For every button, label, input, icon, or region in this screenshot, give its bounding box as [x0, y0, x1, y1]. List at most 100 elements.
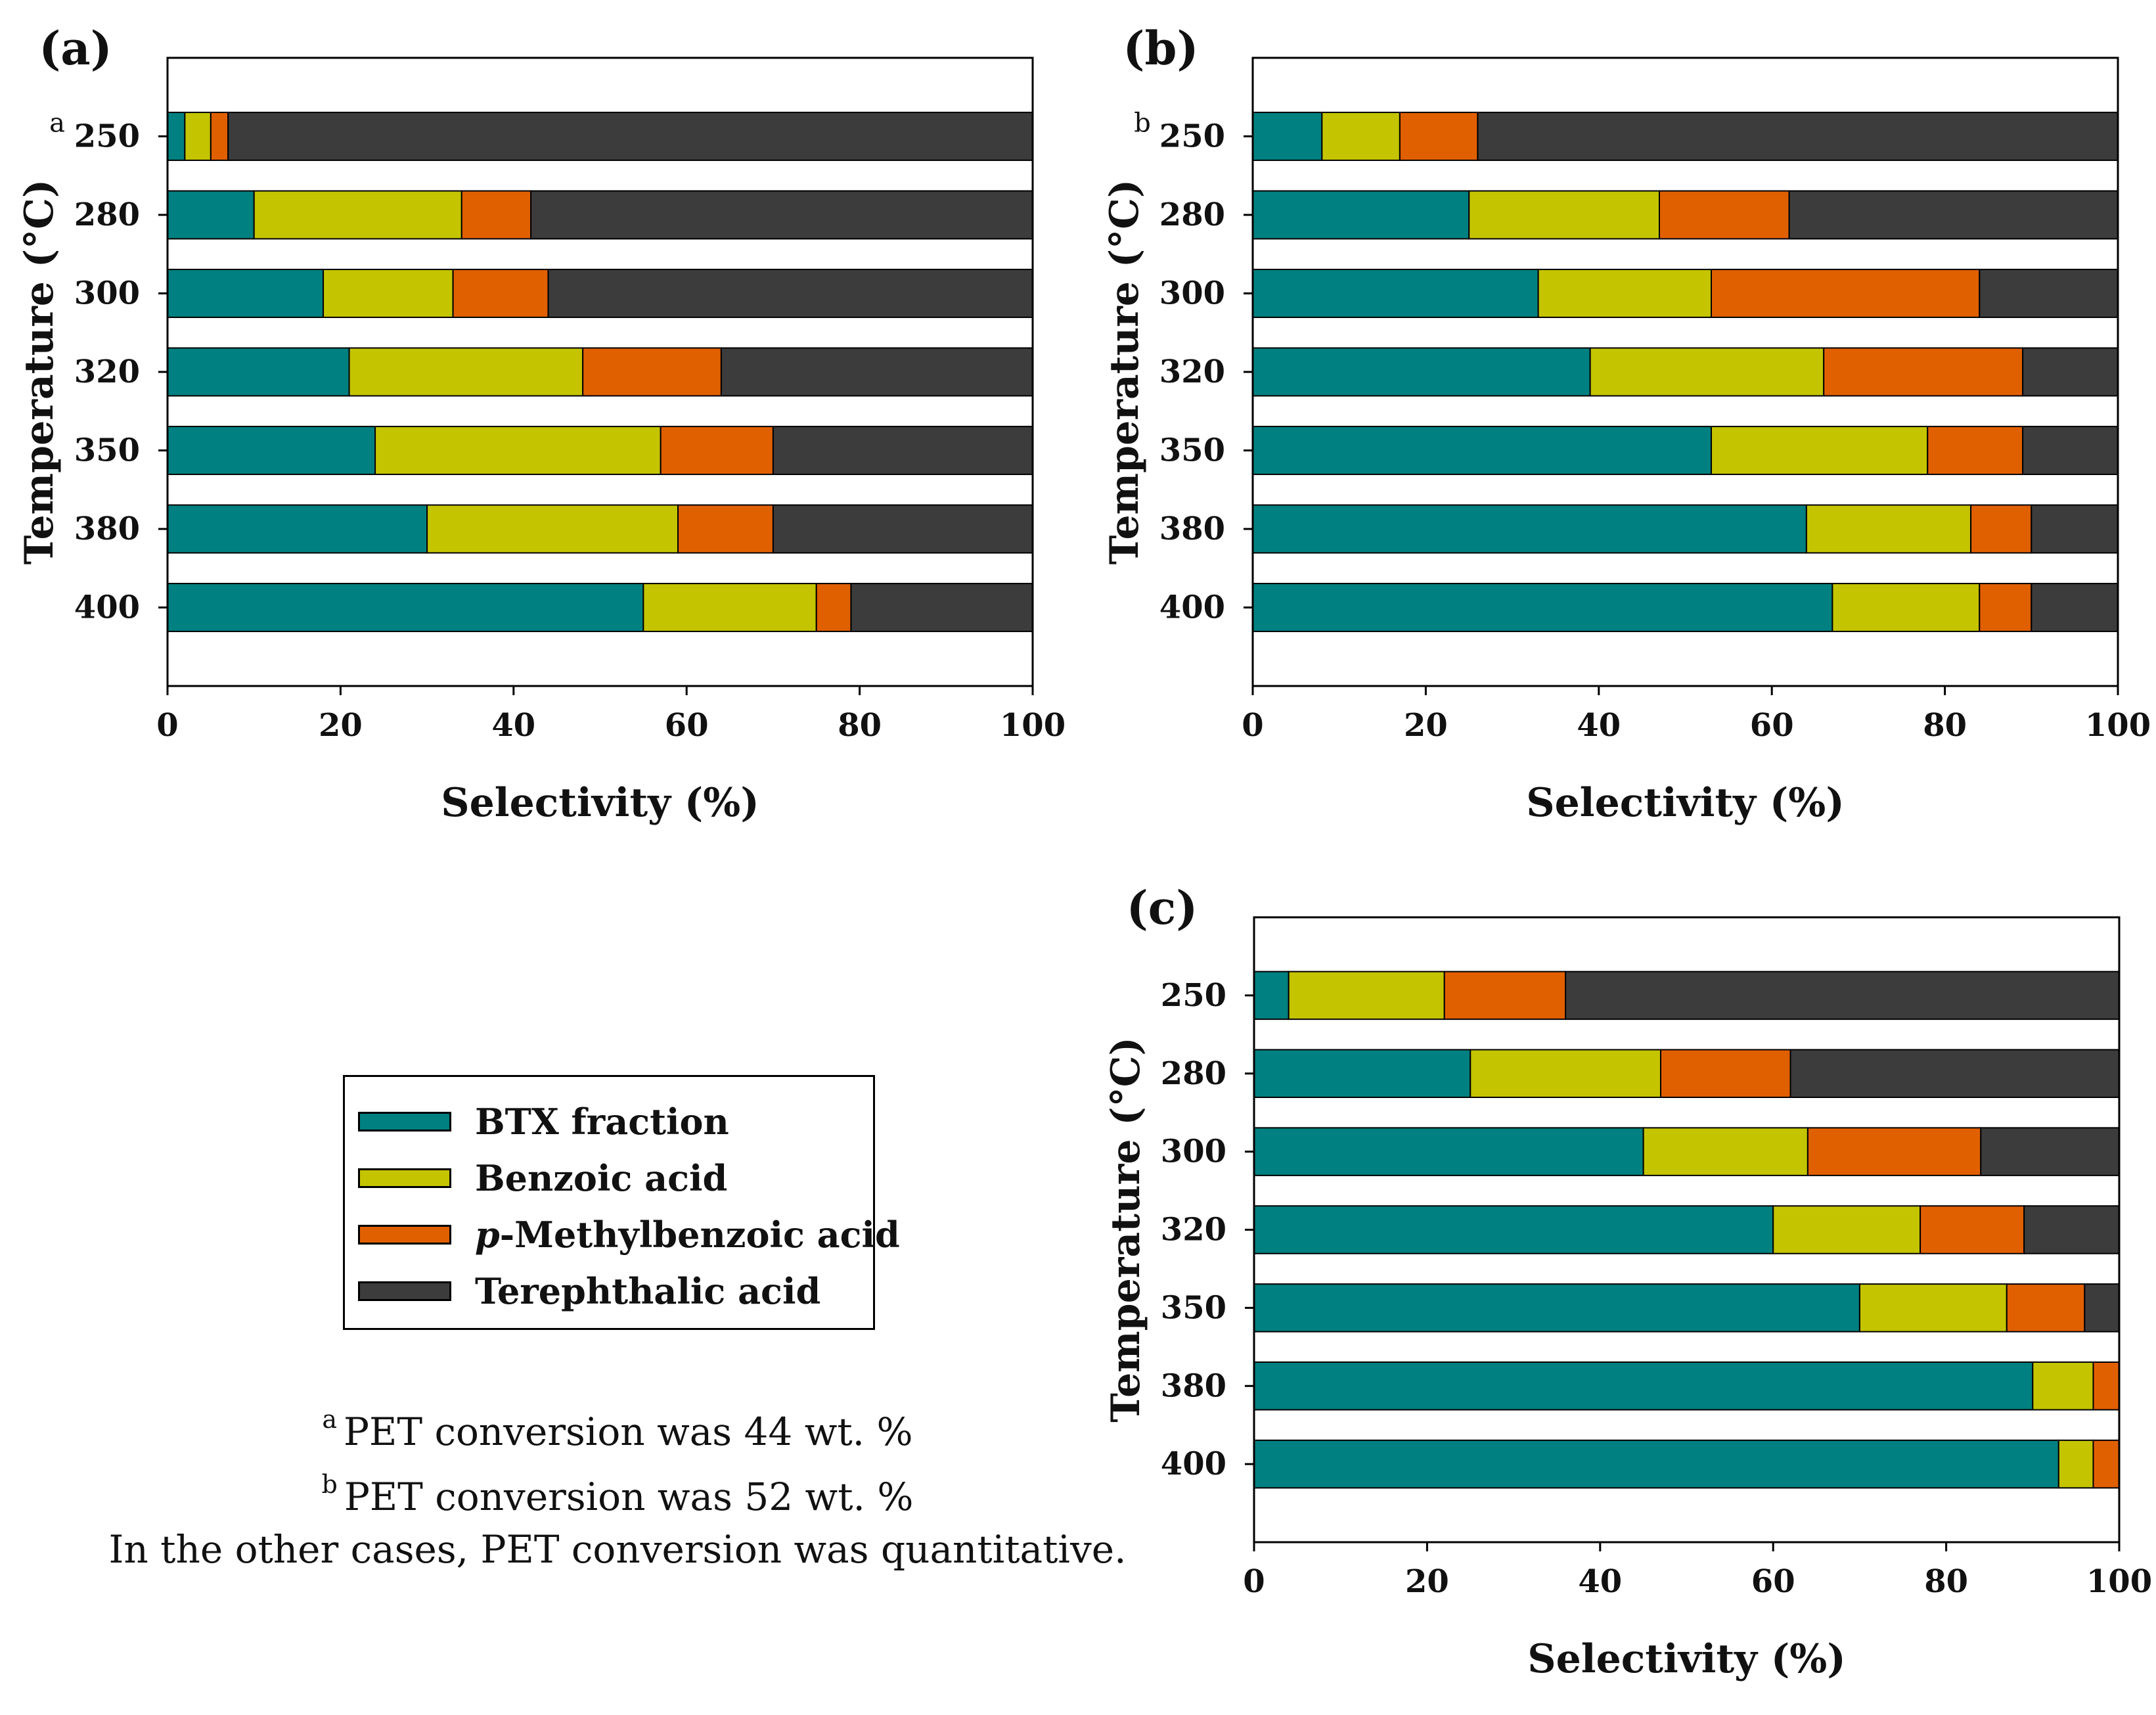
bar-b-380-series3	[2031, 504, 2119, 554]
bar-b-350-series1	[1711, 426, 1929, 475]
bar-c-320-series1	[1772, 1205, 1921, 1254]
xtick-label-b-0: 0	[1242, 707, 1263, 744]
yaxis-title-c: Temperature (°C)	[1103, 1037, 1149, 1423]
bar-b-380-series2	[1970, 504, 2032, 554]
bar-c-380-series0	[1253, 1361, 2034, 1411]
bar-c-280-series0	[1253, 1049, 1471, 1099]
bar-a-300-series1	[323, 269, 454, 318]
bar-b-300-series1	[1537, 269, 1713, 318]
yaxis-title-a: Temperature (°C)	[16, 179, 62, 565]
bar-b-350-series3	[2022, 426, 2119, 475]
bar-a-250-series3	[227, 112, 1034, 161]
bar-a-320-series3	[720, 347, 1033, 397]
bar-a-350-series0	[167, 426, 376, 475]
bar-a-280-series3	[530, 190, 1033, 240]
xtick-label-c-60: 60	[1751, 1563, 1795, 1600]
bar-a-320-series0	[167, 347, 350, 397]
xtick-label-c-80: 80	[1924, 1563, 1968, 1600]
bar-a-250-series1	[184, 112, 212, 161]
xtick-label-b-100: 100	[2085, 707, 2151, 744]
bar-b-300-series0	[1252, 269, 1539, 318]
bar-c-350-series2	[2006, 1283, 2086, 1333]
bar-a-280-series2	[460, 190, 532, 240]
bar-b-280-series0	[1252, 190, 1470, 240]
bar-a-380-series0	[167, 504, 428, 554]
bar-a-350-series3	[772, 426, 1034, 475]
bar-a-250-series0	[167, 112, 186, 161]
ytick-label-c-280: 280	[1161, 1055, 1226, 1092]
ytick-label-b-300: 300	[1159, 275, 1225, 312]
legend: BTX fraction Benzoic acid p-Methylbenzoi…	[343, 1075, 900, 1330]
bar-a-380-series2	[677, 504, 774, 554]
bar-b-380-series0	[1252, 504, 1807, 554]
bar-c-400-series1	[2057, 1439, 2094, 1489]
legend-item-methylbenzoic: p-Methylbenzoic acid	[358, 1208, 900, 1261]
xaxis-title-a: Selectivity (%)	[441, 780, 759, 826]
bar-b-300-series3	[1979, 269, 2119, 318]
bar-a-320-series1	[348, 347, 584, 397]
xaxis-title-b: Selectivity (%)	[1526, 780, 1844, 826]
xtick-label-a-80: 80	[838, 707, 882, 744]
xtick-label-b-60: 60	[1750, 707, 1794, 744]
xtick-label-a-100: 100	[1000, 707, 1066, 744]
bar-b-250-series3	[1477, 112, 2119, 161]
ytick-label-b-380: 380	[1159, 511, 1225, 547]
category-mark-a-250: a	[49, 108, 65, 139]
bar-b-320-series3	[2022, 347, 2119, 397]
bar-a-400-series2	[815, 583, 852, 632]
bar-b-400-series0	[1252, 583, 1833, 632]
bar-b-280-series2	[1658, 190, 1790, 240]
bar-c-350-series3	[2084, 1283, 2121, 1333]
bar-c-300-series0	[1253, 1127, 1644, 1176]
footnote-a-text: PET conversion was 44 wt. %	[343, 1409, 913, 1454]
bar-c-350-series1	[1858, 1283, 2008, 1333]
ytick-label-b-280: 280	[1159, 196, 1225, 233]
bar-c-400-series0	[1253, 1439, 2059, 1489]
bar-b-400-series3	[2031, 583, 2119, 632]
bar-b-400-series1	[1831, 583, 1981, 632]
bar-c-380-series2	[2092, 1361, 2120, 1411]
footnote-other: In the other cases, PET conversion was q…	[108, 1527, 1127, 1572]
bar-a-350-series1	[374, 426, 662, 475]
yaxis-title-b: Temperature (°C)	[1102, 179, 1148, 565]
ytick-label-c-320: 320	[1161, 1212, 1226, 1248]
legend-item-btx: BTX fraction	[358, 1095, 729, 1148]
bar-c-250-series2	[1443, 971, 1567, 1020]
legend-item-benzoic: Benzoic acid	[358, 1152, 727, 1204]
panel-label-c: (c)	[1127, 880, 1198, 935]
ytick-label-b-320: 320	[1159, 354, 1225, 390]
bar-b-250-series1	[1321, 112, 1401, 161]
plot-frame-b	[1251, 57, 2119, 687]
bar-c-300-series1	[1642, 1127, 1808, 1176]
legend-swatch-benzoic	[358, 1168, 451, 1188]
ytick-label-b-350: 350	[1159, 432, 1225, 469]
bar-a-350-series2	[660, 426, 774, 475]
bar-c-250-series1	[1288, 971, 1445, 1020]
bar-c-280-series2	[1659, 1049, 1791, 1099]
bar-b-400-series2	[1979, 583, 2032, 632]
plot-frame-a	[166, 57, 1034, 687]
bar-c-380-series1	[2032, 1361, 2094, 1411]
bar-a-400-series1	[642, 583, 817, 632]
bar-c-300-series2	[1807, 1127, 1982, 1176]
bar-c-280-series1	[1470, 1049, 1661, 1099]
footnote-b: b PET conversion was 52 wt. %	[39, 1458, 1196, 1523]
ytick-label-c-380: 380	[1161, 1367, 1226, 1404]
bar-a-300-series3	[547, 269, 1033, 318]
bar-c-320-series3	[2023, 1205, 2120, 1254]
footnote-b-mark: b	[321, 1470, 338, 1499]
xtick-label-a-0: 0	[156, 707, 178, 744]
bar-b-350-series2	[1927, 426, 2024, 475]
ytick-label-a-400: 400	[74, 589, 140, 626]
bar-a-280-series0	[167, 190, 255, 240]
bar-b-320-series1	[1589, 347, 1825, 397]
ytick-label-b-400: 400	[1159, 589, 1225, 626]
bar-a-300-series2	[452, 269, 549, 318]
bar-a-280-series1	[253, 190, 462, 240]
bar-b-280-series3	[1788, 190, 2119, 240]
bar-a-320-series2	[582, 347, 722, 397]
xtick-label-a-60: 60	[665, 707, 709, 744]
bar-c-350-series0	[1253, 1283, 1860, 1333]
bar-b-320-series2	[1823, 347, 2024, 397]
